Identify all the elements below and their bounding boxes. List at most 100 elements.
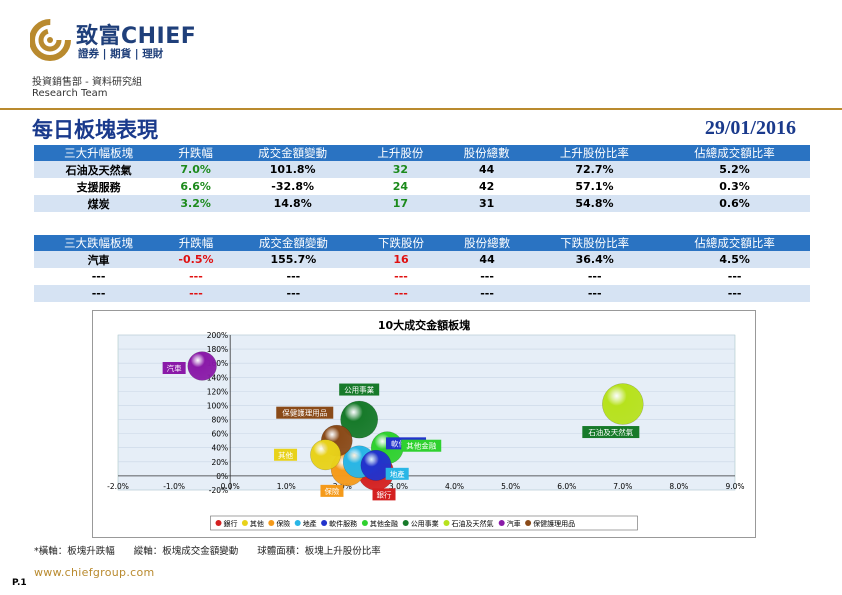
page-number: P.1 — [12, 578, 27, 588]
x-tick-label: 7.0% — [613, 482, 632, 491]
y-tick-label: 20% — [212, 458, 229, 467]
total-count-cell: 42 — [478, 180, 495, 193]
total-count-cell: 44 — [443, 161, 530, 178]
rising-count-cell: 17 — [357, 195, 444, 212]
turnover-change-cell: 14.8% — [227, 195, 358, 212]
legend-marker — [294, 520, 301, 526]
x-tick-label: 1.0% — [277, 482, 296, 491]
bubble-石油及天然氣 — [602, 383, 644, 425]
column-header: 下跌股份比率 — [530, 235, 660, 251]
y-tick-label: 140% — [207, 373, 228, 382]
legend-marker — [321, 520, 328, 526]
falling-ratio-cell: 36.4% — [530, 251, 660, 268]
table-row: 煤炭 3.2% 14.8% 17 31 54.8% 0.6% — [34, 195, 810, 212]
rising-ratio-cell: 54.8% — [529, 195, 660, 212]
bubble-chart-container: 10大成交金額板塊 -20% 0% 20% 40% 60% 80% 100% 120% 140%… — [92, 310, 756, 538]
column-header: 成交金額變動 — [227, 145, 358, 161]
legend-marker — [402, 520, 409, 526]
sector-name: 汽車 — [34, 251, 164, 268]
turnover-change-cell: 101.8% — [227, 161, 358, 178]
sector-name: 支援服務 — [76, 180, 121, 194]
change-cell: 6.6% — [180, 180, 211, 193]
y-tick-label: -20% — [209, 486, 228, 495]
chief-logo-icon — [29, 19, 71, 61]
chart-title: 10大成交金額板塊 — [378, 318, 470, 332]
table-row: 支援服務 6.6% -32.8% 24 42 57.1% 0.3% — [34, 178, 810, 195]
table-row: 汽車 -0.5% 155.7% 16 44 36.4% 4.5% — [34, 251, 810, 268]
falling-count-cell: --- — [394, 270, 408, 283]
legend-marker — [361, 520, 368, 526]
sector-name: --- — [34, 285, 164, 302]
table-header-row: 三大跌幅板塊 升跌幅 成交金額變動 下跌股份 股份總數 下跌股份比率 佔總成交額… — [34, 235, 810, 251]
column-header: 佔總成交額比率 — [659, 235, 810, 251]
y-tick-label: 200% — [207, 331, 228, 340]
column-header: 升跌幅 — [163, 235, 229, 251]
data-label: 保健護理用品 — [282, 408, 327, 418]
data-label-box — [276, 406, 334, 419]
turnover-change-cell: --- — [286, 270, 301, 283]
bubble-汽車 — [187, 351, 217, 381]
column-header: 下跌股份 — [357, 235, 445, 251]
data-label-box — [582, 426, 640, 439]
bubble-公用事業 — [340, 400, 379, 439]
report-title: 每日板塊表現 — [32, 117, 158, 142]
x-tick-label: 8.0% — [669, 482, 688, 491]
column-header: 上升股份比率 — [529, 145, 660, 161]
column-header: 股份總數 — [443, 145, 530, 161]
legend-item: 其他金融 — [370, 519, 398, 528]
change-cell: 7.0% — [163, 161, 228, 178]
x-tick-label: -2.0% — [107, 482, 129, 491]
column-header: 三大升幅板塊 — [34, 145, 164, 161]
legend-marker — [443, 520, 450, 526]
data-label: 地產 — [390, 469, 405, 479]
rising-ratio-cell: 72.7% — [529, 161, 660, 178]
turnover-change-cell: 155.7% — [228, 251, 358, 268]
legend-item: 保健護理用品 — [533, 519, 575, 528]
sector-name: 煤炭 — [34, 195, 164, 212]
column-header: 升跌幅 — [163, 145, 228, 161]
logo-subtitle: 證券 | 期貨 | 理財 — [78, 48, 164, 60]
report-date: 29/01/2016 — [704, 117, 796, 139]
legend-item: 汽車 — [507, 519, 521, 528]
total-count-cell: --- — [444, 285, 531, 302]
falling-ratio-cell: --- — [587, 270, 602, 283]
column-header: 成交金額變動 — [228, 235, 358, 251]
x-tick-label: 5.0% — [501, 482, 520, 491]
total-count-cell: --- — [480, 270, 494, 283]
table-row: --- --- --- --- --- --- --- — [34, 268, 810, 285]
data-label: 銀行 — [377, 489, 392, 499]
website-link[interactable]: www.chiefgroup.com — [34, 566, 155, 579]
data-label: 汽車 — [167, 363, 182, 373]
top-sectors-table: 三大升幅板塊 升跌幅 成交金額變動 上升股份 股份總數 上升股份比率 佔總成交額… — [34, 145, 810, 212]
turnover-share-cell: 0.6% — [659, 195, 810, 212]
y-tick-label: 180% — [207, 345, 228, 354]
y-tick-label: 60% — [212, 430, 229, 439]
sector-name: 石油及天然氣 — [34, 161, 164, 178]
bubble-chart: 10大成交金額板塊 -20% 0% 20% 40% 60% 80% 100% 120% 140%… — [107, 318, 745, 531]
change-cell: --- — [163, 285, 229, 302]
rising-count-cell: 32 — [357, 161, 444, 178]
x-tick-label: -1.0% — [163, 482, 185, 491]
data-label: 公用事業 — [344, 385, 374, 395]
x-tick-label: 0.0% — [221, 482, 240, 491]
rising-count-cell: 24 — [392, 180, 409, 193]
x-tick-label: 9.0% — [725, 482, 744, 491]
sector-name: --- — [91, 270, 106, 283]
x-tick-label: 4.0% — [445, 482, 464, 491]
legend-marker — [215, 520, 222, 526]
table-header-row: 三大升幅板塊 升跌幅 成交金額變動 上升股份 股份總數 上升股份比率 佔總成交額… — [34, 145, 810, 161]
rising-ratio-cell: 57.1% — [575, 180, 614, 193]
change-cell: -0.5% — [163, 251, 229, 268]
header-divider — [0, 108, 842, 110]
y-tick-label: 120% — [207, 387, 228, 396]
turnover-share-cell: 4.5% — [659, 251, 810, 268]
falling-count-cell: 16 — [357, 251, 445, 268]
bubble-軟件服務 — [360, 449, 392, 481]
change-cell: 3.2% — [163, 195, 228, 212]
falling-count-cell: --- — [357, 285, 445, 302]
bubble-其他 — [310, 439, 341, 471]
column-header: 上升股份 — [357, 145, 444, 161]
turnover-change-cell: --- — [228, 285, 358, 302]
legend-item: 其他 — [250, 519, 264, 528]
column-header: 股份總數 — [444, 235, 531, 251]
